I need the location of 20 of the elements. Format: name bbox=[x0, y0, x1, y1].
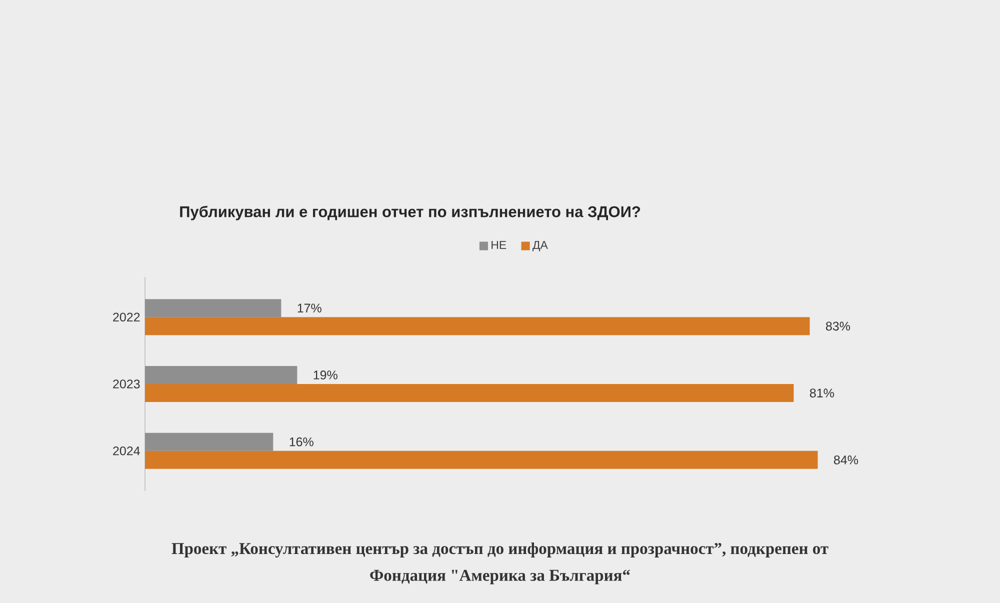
bar bbox=[145, 384, 794, 402]
data-label: 16% bbox=[290, 437, 314, 446]
bar bbox=[145, 299, 282, 318]
y-tick-label: 2024 bbox=[113, 446, 140, 456]
data-label: 84% bbox=[834, 455, 858, 464]
bar bbox=[145, 450, 818, 469]
data-label: 81% bbox=[810, 388, 834, 398]
legend-label: НЕ bbox=[492, 241, 506, 249]
y-tick-label: 2023 bbox=[113, 380, 140, 388]
data-label: 17% bbox=[298, 304, 322, 312]
bar bbox=[145, 366, 298, 384]
chart-title: Публикуван ли е годишен отчет по изпълнението на ЗДОИ? bbox=[180, 206, 640, 220]
bar bbox=[145, 317, 810, 336]
text: Фондация "Америка за България“ bbox=[370, 570, 630, 584]
legend-label: ДА bbox=[532, 241, 548, 252]
data-label: 83% bbox=[826, 322, 850, 331]
text: Проект „Консултативен център за достъп до информация и прозрачност”, подкрепен от bbox=[172, 542, 828, 558]
y-tick-label: 2022 bbox=[113, 312, 140, 322]
data-label: 19% bbox=[314, 370, 338, 380]
bar bbox=[145, 432, 274, 451]
